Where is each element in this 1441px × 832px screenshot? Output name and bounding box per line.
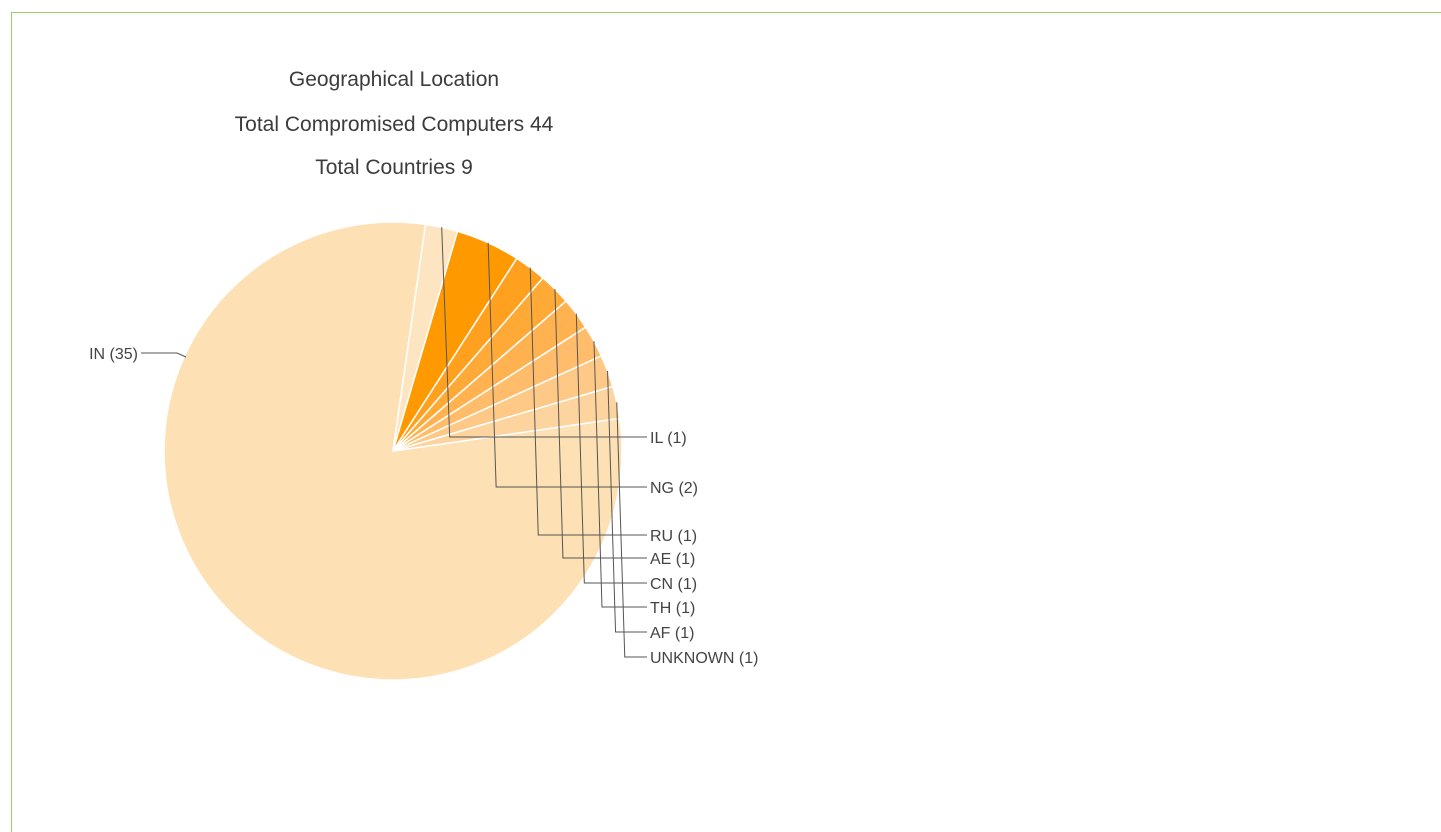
pie-chart: IN (35) IL (1) NG (2) RU (1) AE (1) CN (1) TH … xyxy=(89,221,758,681)
pie-leader-ng xyxy=(487,242,647,488)
pie-leader-il xyxy=(441,227,647,438)
pie-leader-th xyxy=(593,341,647,608)
pie-leader-cn xyxy=(575,313,647,584)
pie-label-il: IL (1) xyxy=(650,430,687,447)
pie-leader-ru xyxy=(529,267,647,536)
pie-leader-af xyxy=(607,370,647,633)
pie-label-th: TH (1) xyxy=(650,600,695,617)
pie-label-af: AF (1) xyxy=(650,625,694,642)
pie-slices xyxy=(163,221,623,681)
pie-leader-in xyxy=(141,352,187,358)
chart-title: Geographical Location xyxy=(288,68,500,91)
pie-label-ru: RU (1) xyxy=(650,528,697,545)
pie-label-ng: NG (2) xyxy=(650,480,698,497)
pie-label-ae: AE (1) xyxy=(650,551,695,568)
pie-labels: IN (35) IL (1) NG (2) RU (1) AE (1) CN (1) TH … xyxy=(89,227,758,667)
pie-leader-unknown xyxy=(616,402,647,658)
pie-label-unknown: UNKNOWN (1) xyxy=(650,650,758,667)
pie-label-cn: CN (1) xyxy=(650,576,697,593)
chart-subtitle-total-countries: Total Countries 9 xyxy=(315,156,473,179)
chart-subtitle-total-computers: Total Compromised Computers 44 xyxy=(234,113,554,136)
pie-label-in: IN (35) xyxy=(89,346,138,363)
pie-leader-ae xyxy=(554,289,647,559)
